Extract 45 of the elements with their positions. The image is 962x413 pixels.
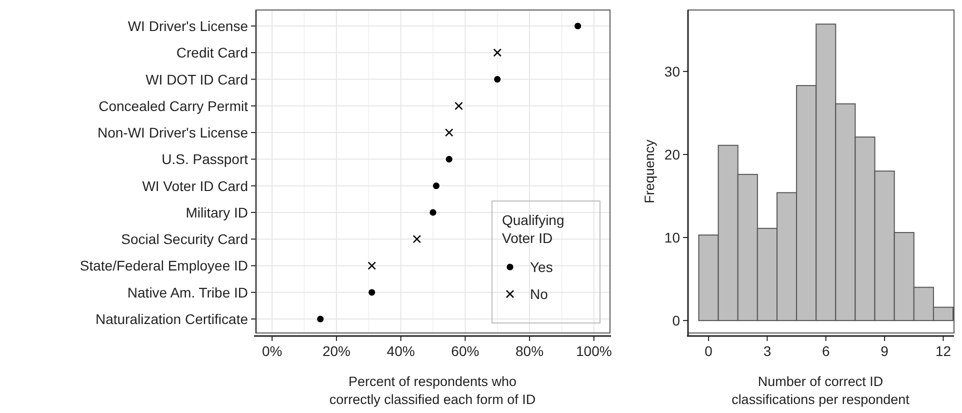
x-tick-label: 40% (386, 343, 415, 359)
y-tick-label: 30 (664, 63, 680, 80)
x-axis-title: Number of correct ID classifications per respondent (732, 374, 910, 407)
y-tick-label: Native Am. Tribe ID (127, 284, 248, 300)
y-tick-label: 10 (664, 230, 680, 246)
point (493, 48, 502, 57)
x-tick-label: 80% (516, 343, 544, 359)
y-tick-label: 0 (672, 312, 680, 329)
y-tick-label: WI Voter ID Card (142, 178, 248, 194)
point (368, 289, 376, 296)
legend-label: Yes (530, 259, 553, 275)
x-tick-label: 12 (935, 343, 952, 359)
point (444, 128, 454, 137)
x-tick-label: 6 (822, 343, 830, 359)
x-tick-label: 3 (763, 343, 772, 359)
point (432, 182, 440, 190)
legend-title: Qualifying Voter ID (502, 212, 564, 246)
x-tick-label: 60% (451, 343, 480, 359)
y-tick-label: Credit Card (176, 44, 248, 61)
point (446, 156, 452, 162)
y-axis-title: Frequency (642, 139, 657, 204)
y-tick-label: Non-WI Driver's License (98, 124, 248, 141)
y-tick-label: U.S. Passport (162, 151, 248, 168)
x-tick-label: 0 (704, 343, 713, 359)
legend-label: No (530, 286, 548, 302)
y-tick-label: Social Security Card (121, 231, 248, 248)
y-tick-label: Military ID (186, 204, 248, 220)
x-tick-label: 100% (576, 343, 612, 359)
point (368, 262, 376, 270)
point (574, 22, 582, 30)
x-tick-label: 9 (880, 343, 889, 359)
point (454, 102, 463, 110)
y-tick-label: WI Driver's License (128, 18, 248, 34)
y-tick-label: Naturalization Certificate (95, 311, 248, 327)
x-tick-label: 20% (322, 343, 350, 359)
point (430, 209, 436, 216)
y-tick-label: Concealed Carry Permit (98, 98, 248, 114)
y-tick-label: 20 (664, 146, 680, 162)
y-tick-label: WI DOT ID Card (146, 71, 248, 88)
x-axis-title: Percent of respondents who correctly classified each form of ID (329, 374, 536, 407)
y-tick-label: State/Federal Employee ID (80, 258, 248, 274)
x-tick-label: 0% (262, 343, 282, 359)
point (412, 234, 422, 244)
point (494, 76, 501, 83)
point (317, 316, 324, 322)
